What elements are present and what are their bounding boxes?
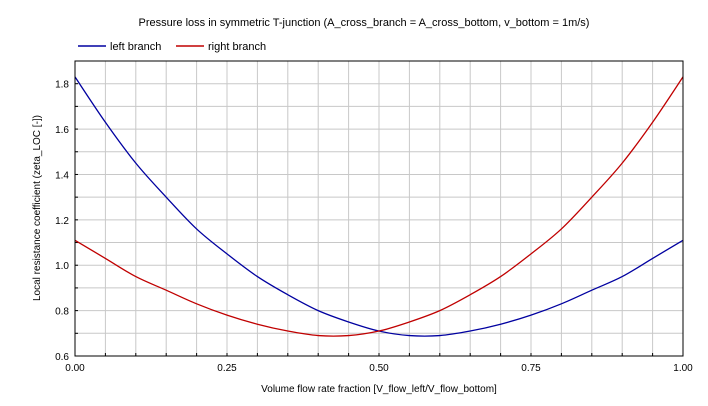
- y-axis-label: Local resistance coefficient (zeta_LOC […: [32, 115, 43, 301]
- y-tick-label: 1.8: [55, 80, 69, 91]
- y-tick-label: 1.4: [55, 170, 69, 181]
- plot-frame: [74, 60, 684, 357]
- y-tick-label: 1.6: [55, 125, 69, 136]
- x-axis-label: Volume flow rate fraction [V_flow_left/V…: [261, 384, 497, 395]
- series: [74, 76, 684, 337]
- legend-label-right-branch: right branch: [208, 41, 266, 53]
- grid: [75, 61, 683, 356]
- y-tick-label: 0.8: [55, 307, 69, 318]
- x-tick-label: 0.25: [217, 363, 237, 374]
- x-tick-label: 0.75: [521, 363, 541, 374]
- legend-label-left-branch: left branch: [110, 41, 161, 53]
- y-tick-label: 0.6: [55, 352, 69, 363]
- legend: left branch right branch: [78, 41, 266, 53]
- y-tick-label: 1.0: [55, 261, 69, 272]
- chart-title: Pressure loss in symmetric T-junction (A…: [139, 17, 590, 29]
- tick-labels: 0.00 0.25 0.50 0.75 1.00 0.6 0.8 1.0 1.2 1.4 1.6 1.…: [55, 80, 693, 374]
- x-tick-label: 0.00: [65, 363, 85, 374]
- y-tick-label: 1.2: [55, 216, 69, 227]
- series-line-right-branch: [74, 76, 684, 337]
- x-tick-label: 0.50: [369, 363, 389, 374]
- x-tick-label: 1.00: [673, 363, 693, 374]
